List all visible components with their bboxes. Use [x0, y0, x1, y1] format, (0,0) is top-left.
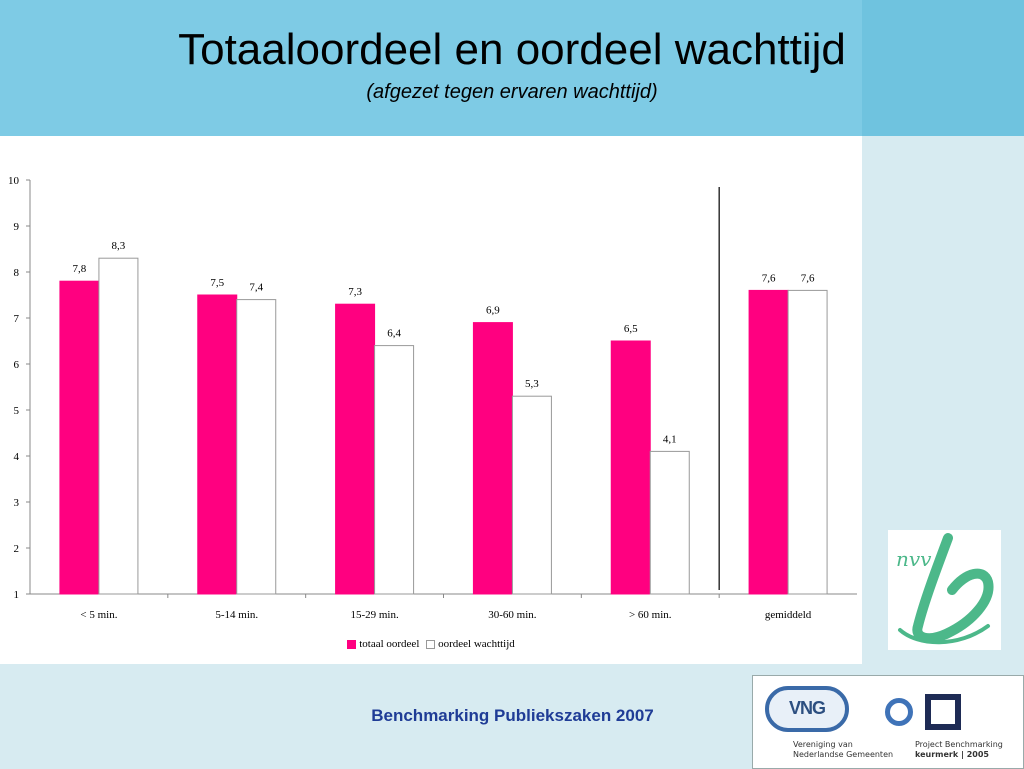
chart-panel: 1 2 3 4 5 6 7 8 9 10 < 5 min. 7,8 8,3 5-14 min. 7,5 7,4…: [0, 136, 862, 664]
data-label: 4,1: [663, 433, 677, 445]
legend-swatch-wachttijd: [426, 639, 436, 649]
y-tick-label: 2: [14, 543, 20, 555]
vng-logo-text: VNG: [788, 698, 826, 718]
legend-swatch-totaal: [347, 639, 357, 649]
y-tick-label: 1: [14, 589, 20, 601]
bar-totaal: [197, 294, 238, 595]
bar-wachttijd: [511, 395, 552, 595]
bar-totaal: [59, 280, 100, 595]
data-label: 7,6: [762, 272, 776, 284]
x-tick-label: 15-29 min.: [350, 609, 399, 621]
data-label: 5,3: [525, 378, 539, 390]
slide-subtitle: (afgezet tegen ervaren wachttijd): [366, 81, 658, 103]
data-label: 7,3: [348, 286, 362, 298]
data-label: 8,3: [112, 240, 126, 252]
bar-chart: 1 2 3 4 5 6 7 8 9 10 < 5 min. 7,8 8,3 5-14 min. 7,5 7,4…: [8, 175, 857, 621]
bar-totaal: [472, 322, 513, 595]
y-tick-label: 7: [14, 313, 20, 325]
x-tick-label: < 5 min.: [80, 609, 117, 621]
slide-title: Totaaloordeel en oordeel wachttijd: [178, 25, 846, 74]
data-label: 6,9: [486, 305, 500, 317]
bar-totaal: [610, 340, 651, 595]
header-band: [0, 0, 862, 136]
y-tick-label: 10: [8, 175, 20, 187]
project-benchmarking-square-icon: [925, 694, 961, 730]
bar-totaal: [748, 289, 789, 595]
legend-label-wachttijd: oordeel wachttijd: [438, 638, 515, 650]
project-benchmarking-caption: Project Benchmarking keurmerk | 2005: [915, 740, 1003, 760]
x-tick-label: gemiddeld: [765, 609, 812, 621]
x-tick-label: 5-14 min.: [215, 609, 258, 621]
data-label: 6,4: [387, 328, 401, 340]
bar-wachttijd: [649, 450, 690, 595]
x-tick-label: 30-60 min.: [488, 609, 537, 621]
data-label: 6,5: [624, 323, 638, 335]
bar-wachttijd: [374, 345, 415, 595]
legend-label-totaal: totaal oordeel: [359, 638, 420, 650]
footer-logos: VNG Vereniging van Nederlandse Gemeenten…: [752, 675, 1024, 769]
chart-legend: totaal oordeel oordeel wachttijd: [0, 638, 862, 652]
nvvb-logo: nvv: [888, 530, 1001, 650]
data-label: 7,5: [210, 277, 224, 289]
bar-wachttijd: [98, 257, 139, 595]
vng-caption-line1: Vereniging van: [793, 740, 853, 749]
pb-caption-line2: keurmerk | 2005: [915, 750, 989, 759]
nvvb-logo-text: nvv: [896, 547, 932, 571]
vng-caption-line2: Nederlandse Gemeenten: [793, 750, 894, 759]
y-tick-label: 8: [14, 267, 20, 279]
y-tick-label: 5: [14, 405, 20, 417]
bar-totaal: [335, 303, 376, 595]
vng-caption: Vereniging van Nederlandse Gemeenten: [793, 740, 893, 760]
data-label: 7,8: [73, 263, 87, 275]
y-tick-label: 9: [14, 221, 20, 233]
y-tick-label: 4: [14, 451, 20, 463]
y-tick-label: 6: [14, 359, 20, 371]
bar-wachttijd: [787, 289, 828, 595]
nvvb-logo-icon: nvv: [896, 533, 994, 645]
y-tick-label: 3: [14, 497, 20, 509]
bar-wachttijd: [236, 299, 277, 595]
legend-item-wachttijd: oordeel wachttijd: [426, 638, 515, 650]
x-tick-label: > 60 min.: [629, 609, 672, 621]
vng-logo: VNG: [765, 686, 849, 732]
header-band-right: [862, 0, 1024, 136]
legend-item-totaal: totaal oordeel: [347, 638, 419, 650]
pb-caption-line1: Project Benchmarking: [915, 740, 1003, 749]
data-label: 7,4: [249, 282, 263, 294]
data-label: 7,6: [801, 272, 815, 284]
project-benchmarking-circle-icon: [885, 698, 913, 726]
footer-title: Benchmarking Publiekszaken 2007: [371, 706, 654, 725]
